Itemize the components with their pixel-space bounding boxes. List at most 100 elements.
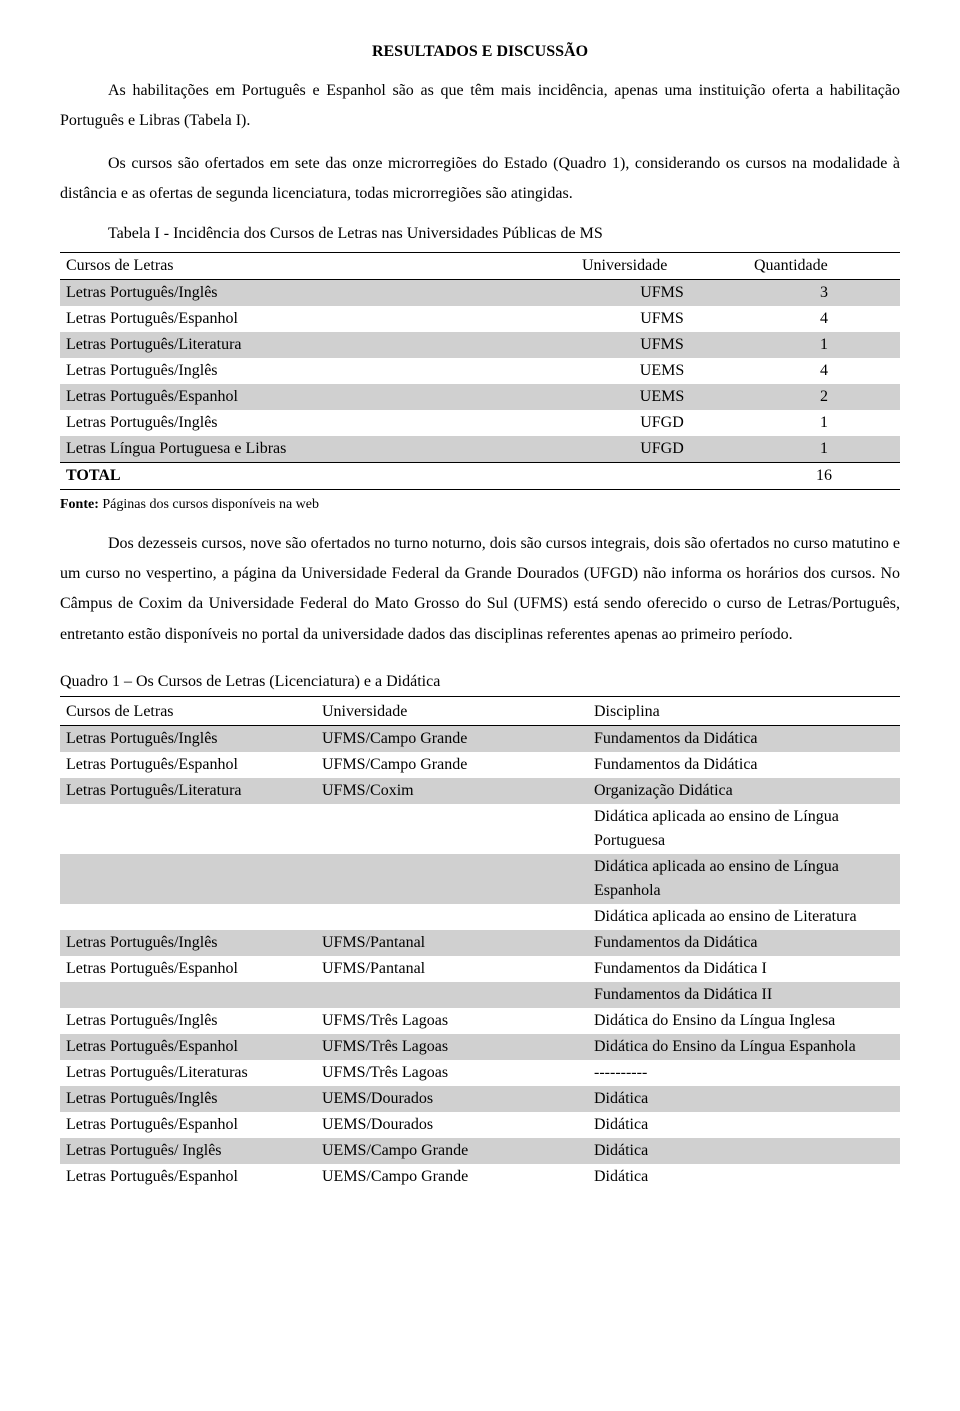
table1-total-label: TOTAL [60,462,576,489]
table2-cell-disciplina: Fundamentos da Didática I [588,956,900,982]
table1-row: Letras Português/EspanholUEMS2 [60,384,900,410]
table2-cell-universidade [316,804,588,854]
table2-cell-universidade: UFMS/Três Lagoas [316,1060,588,1086]
table2-cell-cursos: Letras Português/ Inglês [60,1138,316,1164]
table2-row: Letras Português/LiteraturaUFMS/CoximOrg… [60,778,900,804]
table1-header-quantidade: Quantidade [748,252,900,279]
table2-cell-cursos: Letras Português/Espanhol [60,752,316,778]
table2-row: Letras Português/EspanholUEMS/DouradosDi… [60,1112,900,1138]
table2-row: Letras Português/LiteraturasUFMS/Três La… [60,1060,900,1086]
table2-cell-cursos: Letras Português/Literaturas [60,1060,316,1086]
table1-cell-quantidade: 1 [748,332,900,358]
table2-cell-disciplina: Didática [588,1164,900,1190]
table2-cell-disciplina: Fundamentos da Didática [588,752,900,778]
table1-cell-quantidade: 1 [748,436,900,463]
table2-cell-cursos: Letras Português/Inglês [60,1008,316,1034]
table1-cell-universidade: UEMS [576,384,748,410]
table1-cell-cursos: Letras Português/Inglês [60,358,576,384]
table2-cell-cursos: Letras Português/Literatura [60,778,316,804]
table2-row: Letras Português/InglêsUFMS/Três LagoasD… [60,1008,900,1034]
table1-cell-universidade: UFGD [576,410,748,436]
table1-fonte: Fonte: Páginas dos cursos disponíveis na… [60,494,900,515]
table1-cell-universidade: UFMS [576,279,748,306]
table2-row: Fundamentos da Didática II [60,982,900,1008]
table-1: Cursos de Letras Universidade Quantidade… [60,252,900,490]
table2-row: Letras Português/EspanholUFMS/Campo Gran… [60,752,900,778]
table2-cell-universidade: UEMS/Dourados [316,1112,588,1138]
table1-cell-quantidade: 4 [748,306,900,332]
table1-cell-cursos: Letras Português/Espanhol [60,306,576,332]
table2-cell-cursos: Letras Português/Espanhol [60,1164,316,1190]
table2-row: Letras Português/EspanholUFMS/PantanalFu… [60,956,900,982]
table2-cell-cursos [60,982,316,1008]
table2-cell-cursos: Letras Português/Espanhol [60,956,316,982]
table2-cell-universidade: UFMS/Três Lagoas [316,1034,588,1060]
table2-cell-universidade: UFMS/Pantanal [316,930,588,956]
table1-header-row: Cursos de Letras Universidade Quantidade [60,252,900,279]
table2-header-row: Cursos de Letras Universidade Disciplina [60,699,900,726]
table2-cell-universidade: UFMS/Campo Grande [316,752,588,778]
table2-cell-disciplina: Didática do Ensino da Língua Inglesa [588,1008,900,1034]
table2-cell-disciplina: Didática aplicada ao ensino de Língua Po… [588,804,900,854]
table2-cell-disciplina: Didática [588,1086,900,1112]
table1-cell-quantidade: 4 [748,358,900,384]
table1-row: Letras Português/InglêsUEMS4 [60,358,900,384]
table2-cell-cursos [60,804,316,854]
table2-cell-universidade: UEMS/Campo Grande [316,1138,588,1164]
table2-cell-universidade [316,982,588,1008]
table2-cell-disciplina: ---------- [588,1060,900,1086]
table2-row: Letras Português/EspanholUFMS/Três Lagoa… [60,1034,900,1060]
table2-cell-cursos [60,854,316,904]
table1-cell-universidade: UFMS [576,306,748,332]
quadro1-title: Quadro 1 – Os Cursos de Letras (Licencia… [60,670,900,697]
table2-cell-disciplina: Fundamentos da Didática II [588,982,900,1008]
table1-row: Letras Português/InglêsUFMS3 [60,279,900,306]
table2-cell-cursos: Letras Português/Inglês [60,1086,316,1112]
table2-row: Didática aplicada ao ensino de Língua Po… [60,804,900,854]
table1-cell-cursos: Letras Português/Inglês [60,410,576,436]
table1-cell-cursos: Letras Português/Espanhol [60,384,576,410]
table2-cell-disciplina: Didática [588,1138,900,1164]
table1-cell-universidade: UFMS [576,332,748,358]
table1-row: Letras Língua Portuguesa e LibrasUFGD1 [60,436,900,463]
table2-cell-cursos: Letras Português/Inglês [60,726,316,753]
table2-cell-disciplina: Didática do Ensino da Língua Espanhola [588,1034,900,1060]
table2-cell-universidade: UEMS/Campo Grande [316,1164,588,1190]
table1-cell-universidade: UEMS [576,358,748,384]
table2-header-cursos: Cursos de Letras [60,699,316,726]
table1-cell-quantidade: 3 [748,279,900,306]
table2-row: Letras Português/InglêsUFMS/PantanalFund… [60,930,900,956]
paragraph-3: Dos dezesseis cursos, nove são ofertados… [60,529,900,651]
table2-cell-universidade: UEMS/Dourados [316,1086,588,1112]
table1-title: Tabela I - Incidência dos Cursos de Letr… [60,222,900,246]
table2-header-universidade: Universidade [316,699,588,726]
table2-cell-cursos: Letras Português/Espanhol [60,1112,316,1138]
table2-cell-disciplina: Didática aplicada ao ensino de Literatur… [588,904,900,930]
table1-cell-quantidade: 1 [748,410,900,436]
table2-cell-cursos: Letras Português/Inglês [60,930,316,956]
table1-row: Letras Português/EspanholUFMS4 [60,306,900,332]
table2-cell-cursos: Letras Português/Espanhol [60,1034,316,1060]
table2-row: Didática aplicada ao ensino de Literatur… [60,904,900,930]
table1-total-row: TOTAL 16 [60,462,900,489]
table2-row: Didática aplicada ao ensino de Língua Es… [60,854,900,904]
table2-cell-universidade: UFMS/Campo Grande [316,726,588,753]
table2-cell-cursos [60,904,316,930]
table2-cell-universidade: UFMS/Coxim [316,778,588,804]
table1-row: Letras Português/InglêsUFGD1 [60,410,900,436]
table2-cell-universidade [316,904,588,930]
table2-cell-disciplina: Fundamentos da Didática [588,930,900,956]
table2-header-disciplina: Disciplina [588,699,900,726]
paragraph-1: As habilitações em Português e Espanhol … [60,76,900,137]
table2-cell-universidade [316,854,588,904]
table2-cell-universidade: UFMS/Três Lagoas [316,1008,588,1034]
table2-cell-disciplina: Didática aplicada ao ensino de Língua Es… [588,854,900,904]
table2-cell-disciplina: Organização Didática [588,778,900,804]
paragraph-2: Os cursos são ofertados em sete das onze… [60,149,900,210]
table2-row: Letras Português/ InglêsUEMS/Campo Grand… [60,1138,900,1164]
table1-cell-cursos: Letras Português/Inglês [60,279,576,306]
table1-cell-cursos: Letras Português/Literatura [60,332,576,358]
table2-cell-disciplina: Didática [588,1112,900,1138]
table2-cell-disciplina: Fundamentos da Didática [588,726,900,753]
table1-row: Letras Português/LiteraturaUFMS1 [60,332,900,358]
